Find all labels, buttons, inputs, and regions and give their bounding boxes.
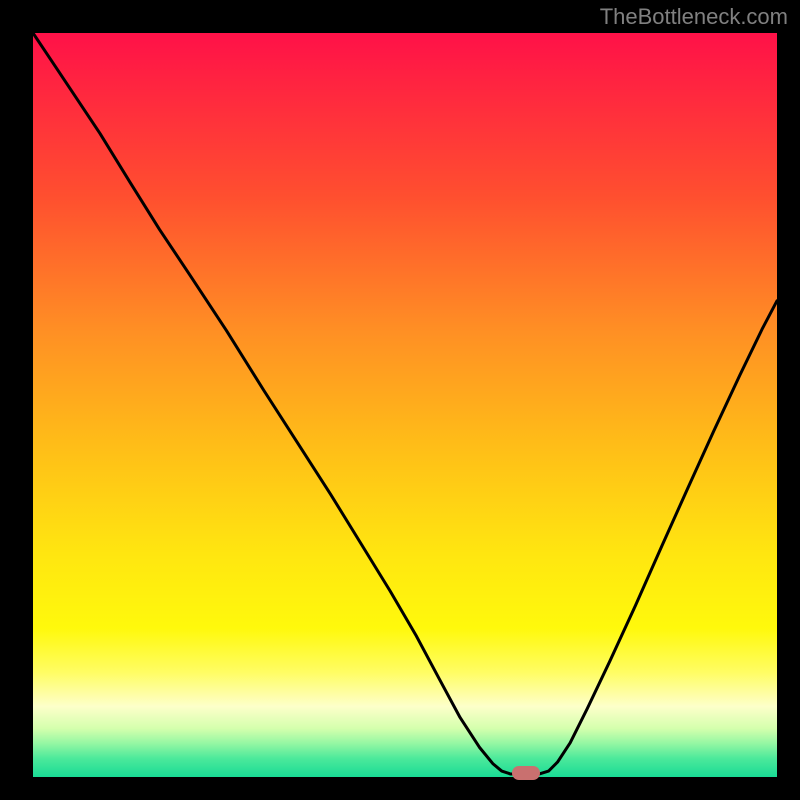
watermark-text: TheBottleneck.com [600,4,788,30]
chart-frame [33,33,777,777]
chart-curve [33,33,777,777]
bottleneck-marker [512,766,540,780]
